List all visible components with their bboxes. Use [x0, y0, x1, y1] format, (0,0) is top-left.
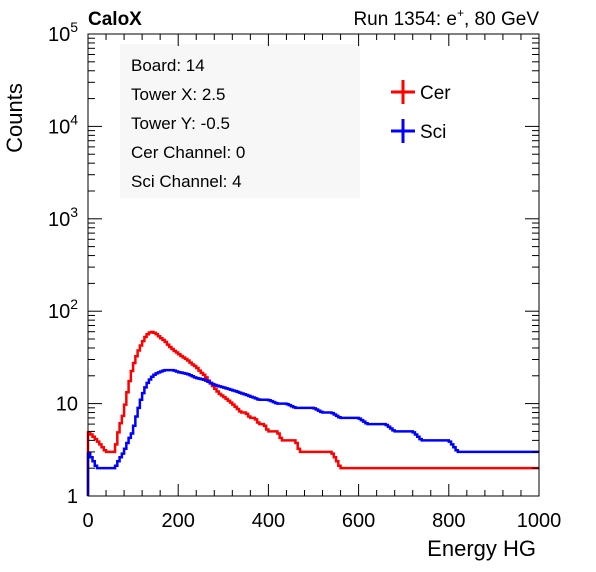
- info-lines: Board: 14 Tower X: 2.5 Tower Y: -0.5 Cer Ch…: [131, 56, 245, 191]
- legend: Cer Sci: [391, 80, 451, 143]
- y-tick-base: 1: [67, 486, 78, 508]
- y-tick-base: 10: [56, 394, 78, 416]
- y-tick-label: 10: [56, 394, 78, 416]
- info-box: [120, 44, 360, 198]
- y-tick-exponent: 4: [70, 111, 78, 127]
- y-tick-exponent: 2: [70, 296, 78, 312]
- x-tick-label: 400: [252, 510, 285, 532]
- y-tick-label: 104: [48, 111, 78, 138]
- y-tick-base: 10: [48, 301, 70, 323]
- y-tick-label: 105: [48, 19, 78, 46]
- x-tick-label: 600: [342, 510, 375, 532]
- y-tick-exponent: 3: [70, 204, 78, 220]
- x-axis-title: Energy HG: [427, 536, 536, 561]
- run-superscript: +: [457, 6, 464, 20]
- brand-label: CaloX: [88, 9, 142, 30]
- run-label: Run 1354: e+, 80 GeV: [353, 6, 539, 30]
- info-line: Tower X: 2.5: [131, 85, 226, 104]
- info-line: Cer Channel: 0: [131, 143, 245, 162]
- info-line: Board: 14: [131, 56, 205, 75]
- legend-item-sci: Sci: [391, 119, 446, 143]
- y-tick-base: 10: [48, 116, 70, 138]
- y-tick-base: 10: [48, 24, 70, 46]
- legend-label: Sci: [420, 122, 446, 143]
- legend-label: Cer: [420, 83, 451, 104]
- x-axis-ticks: 0 200 400 600 800 1000: [82, 34, 561, 532]
- run-text: Run 1354: e: [353, 9, 457, 30]
- x-tick-label: 800: [432, 510, 465, 532]
- plot-frame: [87, 33, 540, 497]
- legend-item-cer: Cer: [391, 80, 451, 104]
- y-tick-exponent: 5: [70, 19, 78, 35]
- info-line: Sci Channel: 4: [131, 172, 242, 191]
- series-layer: [86, 330, 539, 496]
- y-axis-title: Counts: [2, 83, 27, 153]
- x-tick-label: 200: [162, 510, 195, 532]
- x-tick-label: 0: [82, 510, 93, 532]
- y-tick-base: 10: [48, 209, 70, 231]
- run-tail: , 80 GeV: [464, 9, 539, 30]
- y-tick-label: 102: [48, 296, 78, 323]
- y-tick-label: 103: [48, 204, 78, 231]
- series-sci-histogram: [86, 368, 539, 496]
- y-tick-label: 1: [67, 486, 78, 508]
- x-tick-label: 1000: [517, 510, 562, 532]
- series-cer-histogram: [86, 330, 539, 496]
- info-line: Tower Y: -0.5: [131, 114, 230, 133]
